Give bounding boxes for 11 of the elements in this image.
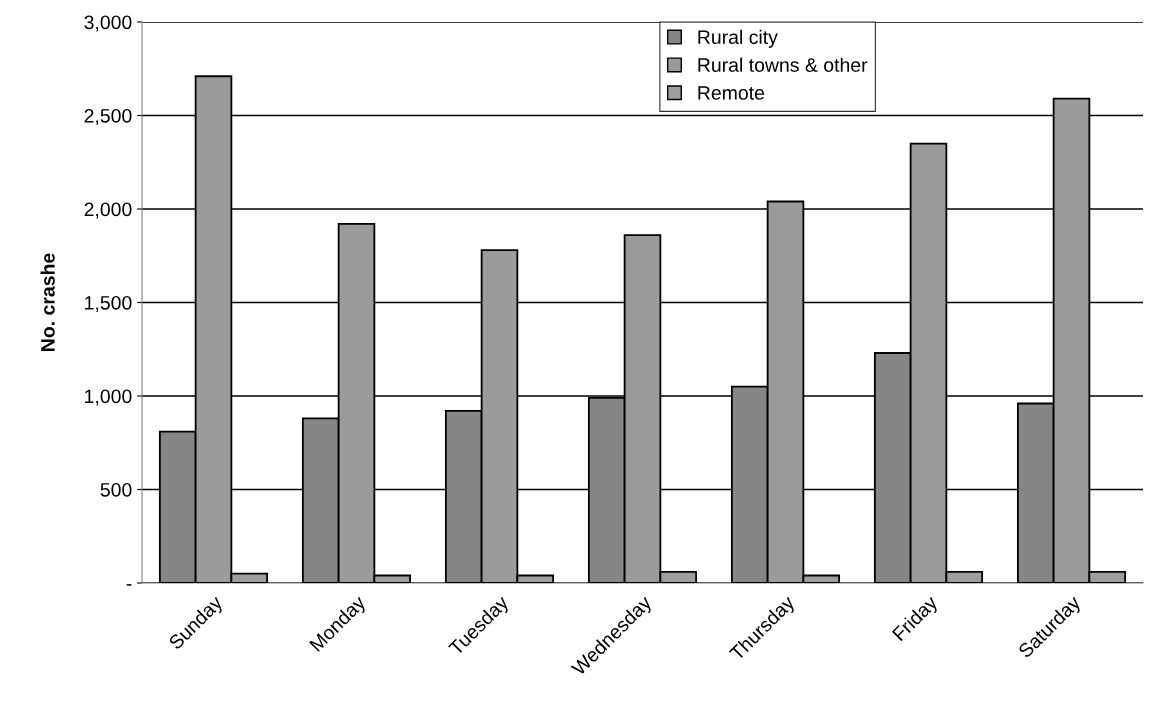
y-tick-label: 500 bbox=[100, 482, 132, 497]
legend-label: Remote bbox=[698, 86, 765, 100]
y-tick-label: - bbox=[126, 584, 132, 586]
y-tick-label: 1,500 bbox=[85, 295, 132, 313]
y-axis-title: No. crashe bbox=[40, 253, 55, 351]
y-tick-label: 3,000 bbox=[84, 15, 132, 32]
y-tick-label: 2,500 bbox=[84, 108, 132, 126]
legend-label: Rural city bbox=[698, 29, 778, 48]
y-tick-label: 2,000 bbox=[84, 202, 132, 219]
legend-label: Rural towns & other bbox=[698, 57, 868, 72]
y-tick-label: 1,000 bbox=[85, 389, 132, 406]
